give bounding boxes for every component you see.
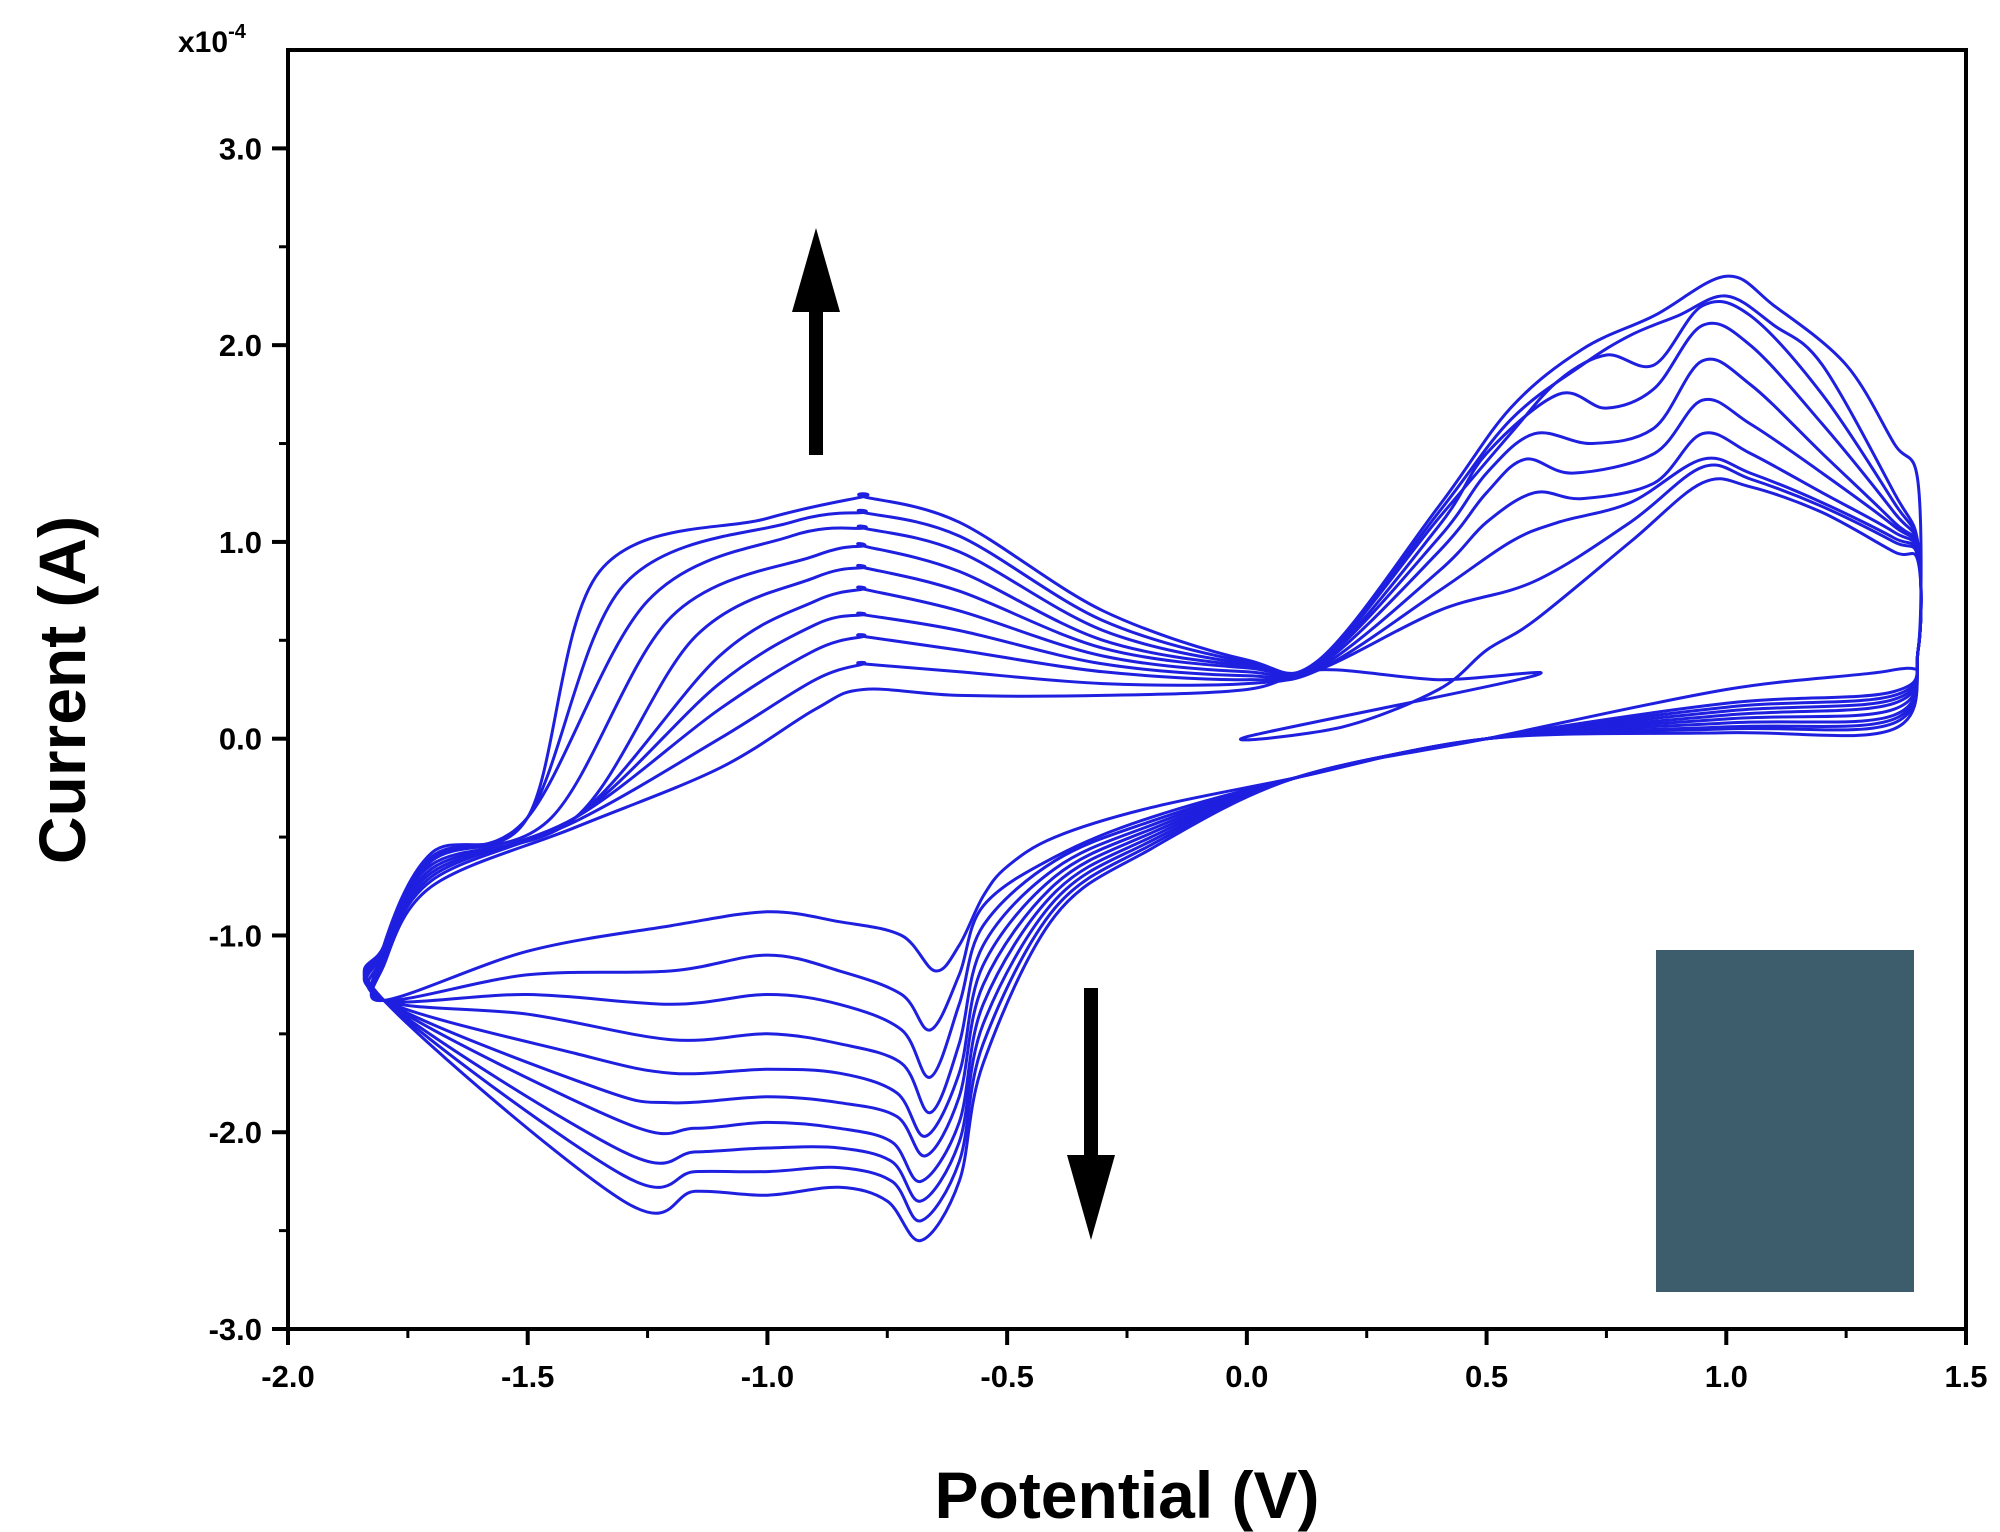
y-tick-label: -2.0 (209, 1115, 262, 1150)
x-tick-label: -2.0 (261, 1359, 314, 1394)
x-tick-label: -1.5 (501, 1359, 554, 1394)
y-multiplier: x10-4 (178, 21, 247, 59)
arrow-up-annotation (792, 228, 840, 455)
y-tick-label: -1.0 (209, 918, 262, 953)
y-tick-label: 0.0 (219, 722, 262, 757)
y-axis: -3.0 -2.0 -1.0 0.0 1.0 2.0 3.0 (209, 131, 288, 1347)
cv-curves (362, 274, 1923, 1243)
y-tick-label: 1.0 (219, 525, 262, 560)
x-tick-label: 0.5 (1465, 1359, 1508, 1394)
x-tick-label: 1.5 (1944, 1359, 1987, 1394)
x-tick-label: -0.5 (980, 1359, 1033, 1394)
cv-cycle-10 (362, 274, 1923, 1243)
x-tick-label: -1.0 (741, 1359, 794, 1394)
y-axis-title: Current (A) (25, 516, 99, 864)
cv-cycle-1 (369, 477, 1923, 1002)
cv-cycle-2 (369, 463, 1923, 1032)
inset-photo (1656, 950, 1914, 1292)
y-tick-label: 3.0 (219, 131, 262, 166)
x-tick-label: 1.0 (1705, 1359, 1748, 1394)
x-axis-title: Potential (V) (934, 1458, 1319, 1532)
y-multiplier-base: x10 (178, 26, 228, 59)
y-multiplier-exponent: -4 (228, 21, 247, 43)
x-tick-label: 0.0 (1225, 1359, 1268, 1394)
y-tick-label: 2.0 (219, 328, 262, 363)
arrow-down-head (1067, 1155, 1115, 1240)
x-axis: -2.0 -1.5 -1.0 -0.5 0.0 0.5 1.0 1.5 (261, 1329, 1988, 1394)
y-tick-label: -3.0 (209, 1312, 262, 1347)
arrow-up-head (792, 228, 840, 312)
arrow-down-annotation (1067, 988, 1115, 1240)
